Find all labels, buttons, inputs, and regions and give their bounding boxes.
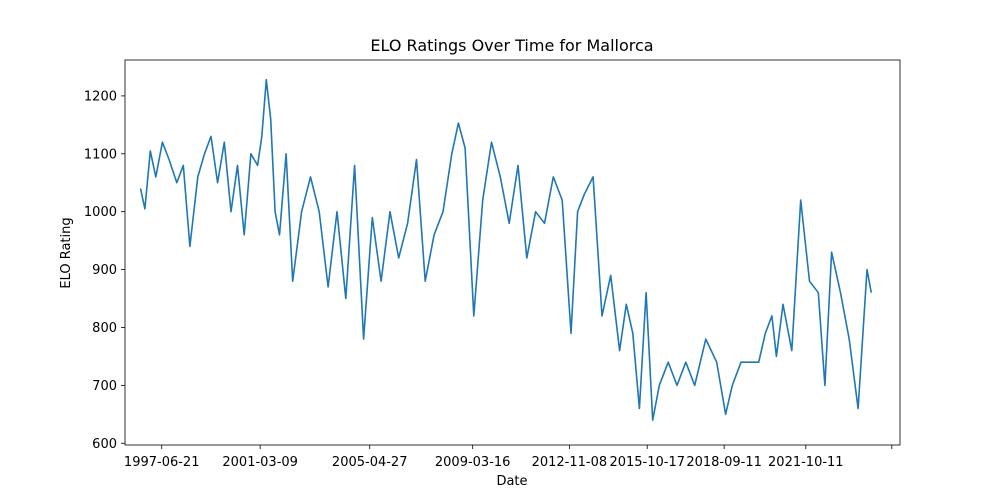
x-axis-ticks: 1997-06-21 2001-03-09 2005-04-27 2009-03-16… [124,445,893,470]
x-tick-label: 2015-10-17 [609,455,685,470]
y-axis-label: ELO Rating [59,217,74,288]
y-tick-label: 900 [92,263,117,278]
x-tick-label: 2009-03-16 [435,455,511,470]
y-tick-label: 600 [92,437,117,452]
x-tick-label: 2005-04-27 [332,455,408,470]
y-tick-label: 700 [92,379,117,394]
x-tick-label: 2021-10-11 [768,455,844,470]
x-axis-label: Date [496,474,527,489]
chart-title: ELO Ratings Over Time for Mallorca [370,36,653,55]
plot-frame [124,59,901,446]
x-tick-label: 2012-11-08 [532,455,608,470]
series-layer [139,78,873,421]
y-tick-label: 1200 [84,89,117,104]
y-axis-ticks: 600 700 800 900 1000 1100 1200 [84,89,125,452]
x-tick-label: 2018-09-11 [686,455,762,470]
y-tick-label: 1100 [84,147,117,162]
x-tick-label: 1997-06-21 [124,455,200,470]
series-line [139,78,873,421]
y-tick-label: 1000 [84,205,117,220]
x-tick-label: 2001-03-09 [222,455,298,470]
y-tick-label: 800 [92,321,117,336]
